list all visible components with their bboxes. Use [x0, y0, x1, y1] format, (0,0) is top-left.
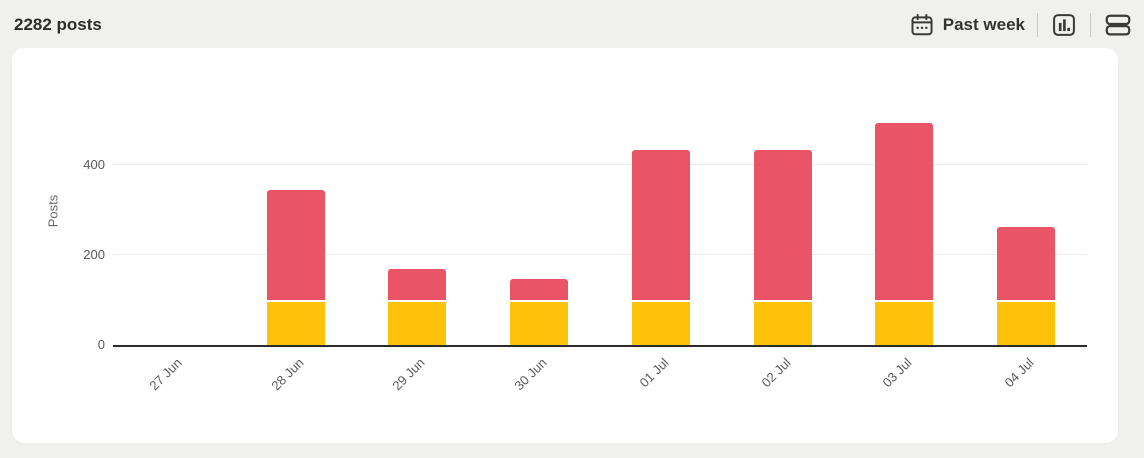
- plot-area: [113, 120, 1087, 347]
- gridline: [113, 254, 1087, 255]
- x-tick-label: 27 Jun: [146, 355, 185, 394]
- header-controls: Past week: [909, 10, 1133, 40]
- bar-segment-top-segment[interactable]: [875, 123, 934, 300]
- bar-chart-icon: [1050, 11, 1078, 39]
- bar-stack[interactable]: [266, 189, 325, 345]
- x-tick-label: 04 Jul: [1001, 355, 1037, 391]
- bar-segment-top-segment[interactable]: [266, 189, 325, 300]
- calendar-icon: [909, 12, 935, 38]
- bar-segment-bottom-segment[interactable]: [510, 300, 569, 345]
- table-view-button[interactable]: [1103, 10, 1133, 40]
- rows-icon: [1103, 10, 1133, 40]
- y-tick-label: 200: [83, 247, 105, 262]
- posts-count-title: 2282 posts: [14, 15, 102, 34]
- x-tick-label: 03 Jul: [879, 355, 915, 391]
- x-axis: 27 Jun 28 Jun 29 Jun 30 Jun 01 Jul 02 Jul 03 J…: [113, 355, 1087, 425]
- y-tick-label: 400: [83, 157, 105, 172]
- x-tick-label: 02 Jul: [758, 355, 794, 391]
- bar-segment-top-segment[interactable]: [510, 279, 569, 300]
- bar-stack[interactable]: [997, 227, 1056, 345]
- bar-column: [235, 120, 357, 345]
- bar-segment-bottom-segment[interactable]: [388, 300, 447, 345]
- bar-column: [722, 120, 844, 345]
- bar-segment-bottom-segment[interactable]: [875, 300, 934, 345]
- bar-stack[interactable]: [388, 268, 447, 345]
- header: 2282 posts Past week: [0, 0, 1144, 48]
- bar-segment-top-segment[interactable]: [753, 150, 812, 300]
- bar-column: [600, 120, 722, 345]
- date-range-label: Past week: [942, 15, 1025, 34]
- x-tick-label: 29 Jun: [389, 355, 428, 394]
- y-tick-label: 0: [97, 337, 105, 352]
- bar-segment-bottom-segment[interactable]: [997, 300, 1056, 345]
- bar-column: [965, 120, 1087, 345]
- divider: [1037, 13, 1038, 37]
- bar-segment-bottom-segment[interactable]: [266, 300, 325, 345]
- bar-stack[interactable]: [510, 279, 569, 345]
- x-tick-label: 28 Jun: [268, 355, 307, 394]
- bar-stack[interactable]: [753, 150, 812, 345]
- y-axis: 0 200 400: [12, 120, 105, 352]
- gridline: [113, 164, 1087, 165]
- bar-column: [844, 120, 966, 345]
- bar-segment-top-segment[interactable]: [631, 150, 690, 300]
- bar-segment-bottom-segment[interactable]: [753, 300, 812, 345]
- bar-column: [357, 120, 479, 345]
- date-range-selector[interactable]: Past week: [909, 12, 1025, 38]
- bar-segment-top-segment[interactable]: [388, 268, 447, 300]
- bar-segment-top-segment[interactable]: [997, 227, 1056, 300]
- chart-view-button[interactable]: [1050, 11, 1078, 39]
- divider: [1090, 13, 1091, 37]
- bar-stack[interactable]: [875, 123, 934, 345]
- x-tick-label: 01 Jul: [636, 355, 672, 391]
- bar-segment-bottom-segment[interactable]: [631, 300, 690, 345]
- chart-card: Posts 0 200 400 27 Jun 28 Jun 29 Jun 30 Jun 01…: [12, 48, 1118, 443]
- bar-stack[interactable]: [631, 150, 690, 345]
- bar-column: [478, 120, 600, 345]
- bar-column: [113, 120, 235, 345]
- x-tick-label: 30 Jun: [511, 355, 550, 394]
